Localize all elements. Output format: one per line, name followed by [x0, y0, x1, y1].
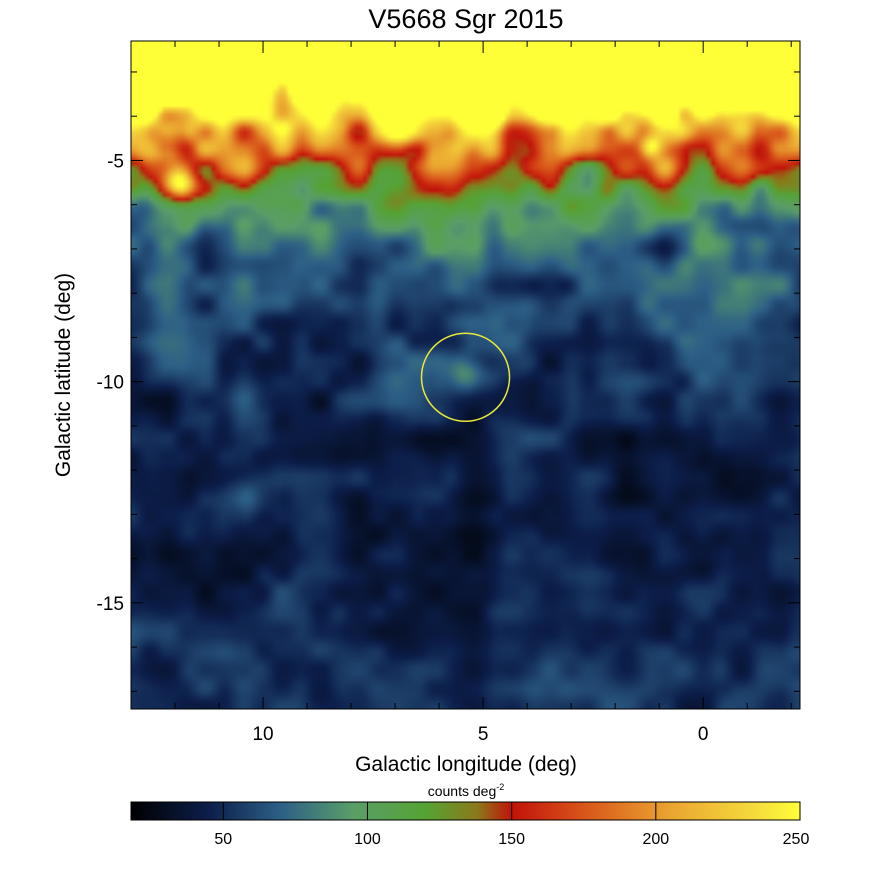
y-axis-label: Galactic latitude (deg)	[52, 273, 75, 477]
colorbar	[130, 801, 801, 821]
x-axis-label: Galactic longitude (deg)	[355, 753, 577, 776]
plot-frame	[130, 40, 801, 710]
source-marker-circle	[420, 332, 511, 422]
x-tick-label: 10	[252, 724, 273, 745]
heatmap	[131, 41, 800, 709]
y-axis-ticks: -5 -10 -15	[97, 71, 800, 692]
colorbar-label-superscript: -2	[496, 782, 504, 792]
heatmap-image	[131, 41, 800, 709]
y-tick-label: -15	[97, 594, 124, 615]
y-tick-label: -5	[107, 151, 124, 172]
x-tick-label: 5	[478, 724, 489, 745]
x-tick-label: 0	[698, 724, 709, 745]
colorbar-tick-label: 100	[354, 831, 381, 848]
colorbar-label: counts deg-2	[428, 782, 505, 799]
colorbar-label-text: counts deg	[428, 783, 497, 799]
y-tick-label: -10	[97, 373, 124, 394]
colorbar-ticks: 50 100 150 200 250	[214, 802, 809, 848]
colorbar-tick-label: 250	[783, 831, 810, 848]
x-axis-ticks: 10 5 0	[174, 41, 792, 745]
chart-title: V5668 Sgr 2015	[368, 4, 563, 34]
colorbar-tick-label: 50	[214, 831, 232, 848]
colorbar-tick-label: 200	[642, 831, 669, 848]
colorbar-tick-label: 150	[498, 831, 525, 848]
